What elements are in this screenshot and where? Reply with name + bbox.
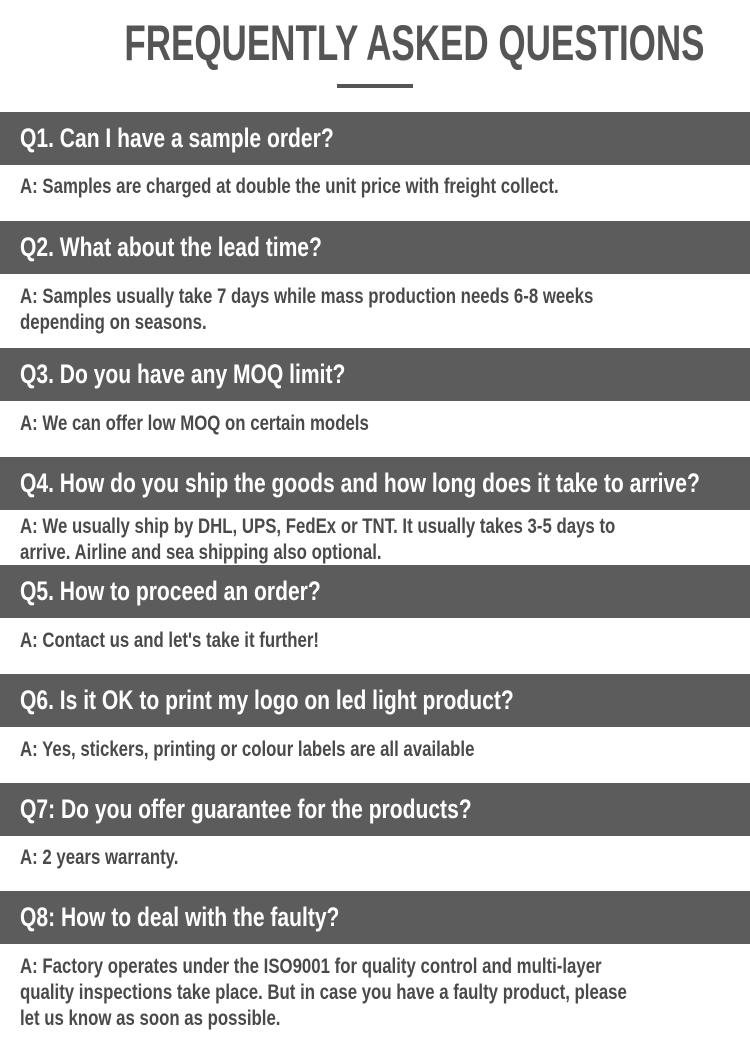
faq-answer: A: We usually ship by DHL, UPS, FedEx or… bbox=[20, 514, 750, 566]
faq-answer-line: A: Yes, stickers, printing or colour lab… bbox=[20, 738, 475, 761]
page-title: FREQUENTLY ASKED QUESTIONS bbox=[124, 15, 705, 71]
faq-answer: A: Yes, stickers, printing or colour lab… bbox=[20, 737, 588, 763]
faq-question-bar: Q8: How to deal with the faulty? bbox=[0, 891, 750, 944]
faq-answer-line: A: Factory operates under the ISO9001 fo… bbox=[20, 955, 602, 978]
faq-answer: A: 2 years warranty. bbox=[20, 845, 218, 871]
faq-answer-line: A: Samples are charged at double the uni… bbox=[20, 175, 559, 198]
faq-question-bar: Q2. What about the lead time? bbox=[0, 221, 750, 274]
faq-answer-line: arrive. Airline and sea shipping also op… bbox=[20, 541, 382, 564]
faq-answer-line: A: We usually ship by DHL, UPS, FedEx or… bbox=[20, 515, 616, 538]
faq-question-bar: Q1. Can I have a sample order? bbox=[0, 112, 750, 165]
faq-question-bar: Q5. How to proceed an order? bbox=[0, 565, 750, 618]
faq-question: Q1. Can I have a sample order? bbox=[20, 123, 334, 153]
faq-answer-line: A: We can offer low MOQ on certain model… bbox=[20, 412, 369, 435]
faq-answer: A: Factory operates under the ISO9001 fo… bbox=[20, 954, 750, 1032]
faq-answer: A: Samples are charged at double the uni… bbox=[20, 174, 693, 200]
faq-question: Q5. How to proceed an order? bbox=[20, 576, 321, 606]
faq-question-bar: Q6. Is it OK to print my logo on led lig… bbox=[0, 674, 750, 727]
faq-answer-line: A: Contact us and let's take it further! bbox=[20, 629, 319, 652]
faq-question: Q6. Is it OK to print my logo on led lig… bbox=[20, 685, 514, 715]
faq-answer-line: let us know as soon as possible. bbox=[20, 1007, 281, 1030]
title-underline bbox=[337, 84, 413, 88]
faq-answer-line: A: 2 years warranty. bbox=[20, 846, 179, 869]
faq-answer: A: Contact us and let's take it further! bbox=[20, 628, 394, 654]
faq-answer-line: depending on seasons. bbox=[20, 311, 207, 334]
faq-question: Q8: How to deal with the faulty? bbox=[20, 902, 340, 932]
faq-question-bar: Q4. How do you ship the goods and how lo… bbox=[0, 457, 750, 510]
faq-answer: A: Samples usually take 7 days while mas… bbox=[20, 284, 737, 336]
faq-question-bar: Q3. Do you have any MOQ limit? bbox=[0, 348, 750, 401]
faq-question: Q4. How do you ship the goods and how lo… bbox=[20, 468, 700, 498]
faq-answer: A: We can offer low MOQ on certain model… bbox=[20, 411, 456, 437]
faq-question: Q7: Do you offer guarantee for the produ… bbox=[20, 794, 472, 824]
faq-answer-line: A: Samples usually take 7 days while mas… bbox=[20, 285, 594, 308]
faq-question-bar: Q7: Do you offer guarantee for the produ… bbox=[0, 783, 750, 836]
faq-answer-line: quality inspections take place. But in c… bbox=[20, 981, 627, 1004]
faq-question: Q3. Do you have any MOQ limit? bbox=[20, 359, 346, 389]
faq-question: Q2. What about the lead time? bbox=[20, 232, 322, 262]
